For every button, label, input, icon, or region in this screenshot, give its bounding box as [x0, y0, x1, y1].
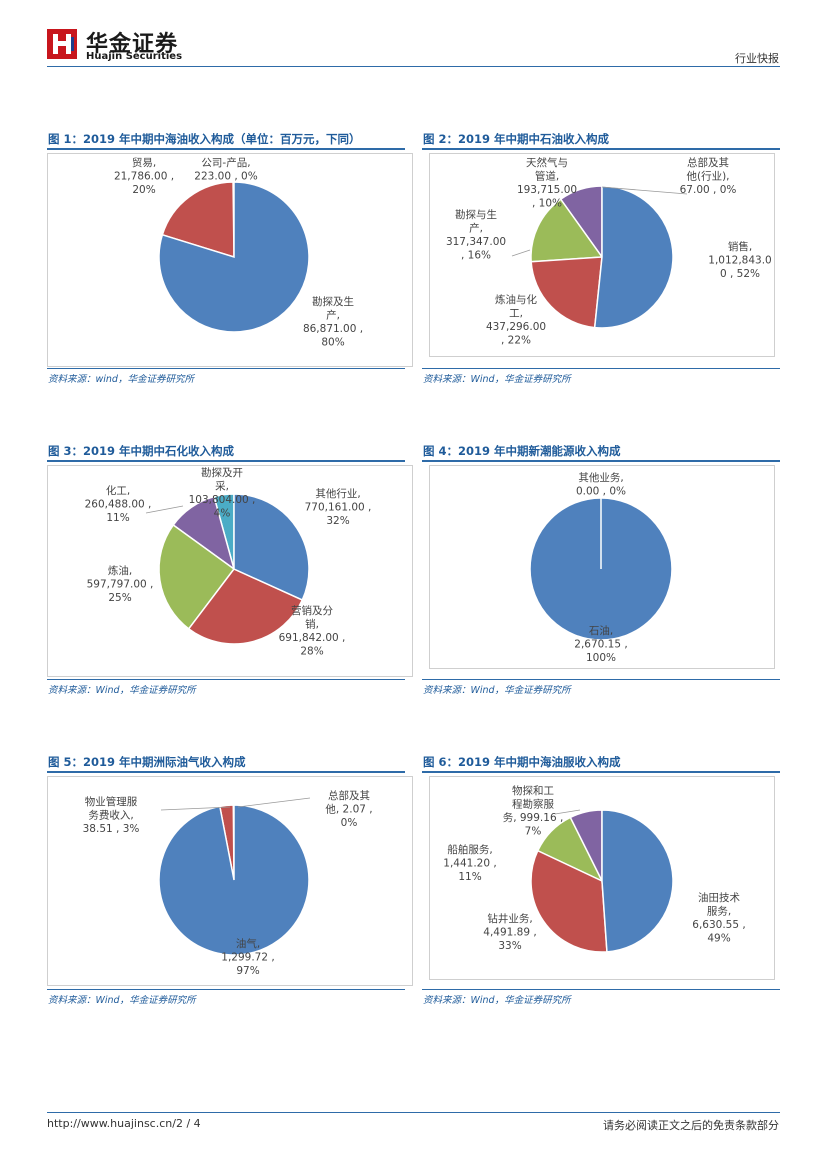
pie-label-2: 物业管理服务费收入, 38.51 , 3% — [83, 795, 140, 835]
pie-label-3: 炼油, 597,797.00 , 25% — [87, 564, 154, 604]
figure-4-title: 图 4：2019 年中期新潮能源收入构成 — [423, 444, 621, 458]
pie-label-2: 营销及分销, 691,842.00 , 28% — [279, 604, 346, 658]
leader-line-1 — [511, 249, 531, 257]
figure-1-title: 图 1：2019 年中期中海油收入构成（单位：百万元，下同） — [48, 132, 361, 146]
footer-divider — [47, 1112, 780, 1113]
report-type: 行业快报 — [735, 52, 779, 65]
figure-5-title: 图 5：2019 年中期洲际油气收入构成 — [48, 755, 246, 769]
figure-5-title-rule — [47, 771, 405, 773]
pie-slice-1 — [593, 185, 674, 329]
leader-line-1 — [160, 806, 231, 811]
figure-1-pie-chart: 勘探及生产, 86,871.00 , 80% 贸易, 21,786.00 , 20% 公司-… — [114, 156, 363, 349]
pie-label-2: 炼油与化工, 437,296.00, 22% — [486, 293, 546, 347]
figure-1-source-rule — [47, 368, 405, 369]
figure-3-chart-box: 其他行业, 770,161.00 , 32% 营销及分销, 691,842.00 , 28… — [47, 465, 413, 677]
header-divider — [47, 66, 780, 67]
pie-slice-1 — [158, 804, 310, 956]
figure-3-title-rule — [47, 460, 405, 462]
figure-1-chart-box: 勘探及生产, 86,871.00 , 80% 贸易, 21,786.00 , 20% 公司-… — [47, 153, 413, 367]
figure-5-source: 资料来源：Wind，华金证券研究所 — [48, 995, 196, 1006]
figure-5-chart-box: 油气, 1,299.72 , 97% 物业管理服务费收入, 38.51 , 3% 总部及其… — [47, 776, 413, 986]
pie-slice-1 — [233, 493, 310, 601]
figure-6-chart-box: 油田技术服务, 6,630.55 , 49% 钻井业务, 4,491.89 , 33% 船舶… — [429, 776, 775, 980]
pie-slice-2 — [530, 849, 608, 953]
figure-6-title-rule — [422, 771, 780, 773]
pie-label-4: 天然气与管道, 193,715.00, 10% — [517, 156, 577, 210]
pie-slice-1 — [158, 181, 310, 333]
pie-label-3: 勘探与生产, 317,347.00, 16% — [446, 208, 506, 262]
footer-url[interactable]: http://www.huajinsc.cn/ — [47, 1117, 176, 1130]
figure-4-pie-chart: 石油, 2,670.15 , 100% 其他业务, 0.00 , 0% — [529, 471, 673, 664]
leader-line-1 — [554, 809, 581, 815]
pie-label-4: 化工, 260,488.00 , 11% — [85, 484, 152, 524]
pie-slice-2 — [161, 181, 235, 259]
pie-label-3: 公司-产品, 223.00 , 0% — [194, 156, 257, 183]
figure-2-source-rule — [422, 368, 780, 369]
footer-disclaimer: 请务必阅读正文之后的免责条款部分 — [603, 1119, 779, 1132]
figure-3-source: 资料来源：Wind，华金证券研究所 — [48, 685, 196, 696]
figure-4-source: 资料来源：Wind，华金证券研究所 — [423, 685, 571, 696]
leader-line-2 — [237, 797, 311, 808]
figure-3-title: 图 3：2019 年中期中石化收入构成 — [48, 444, 235, 458]
pie-slice-3 — [530, 198, 604, 263]
figure-6-source: 资料来源：Wind，华金证券研究所 — [423, 995, 571, 1006]
leader-line-2 — [601, 186, 688, 195]
pie-slice-3 — [158, 523, 236, 630]
leader-line-1 — [145, 505, 184, 514]
pie-label-1: 石油, 2,670.15 , 100% — [574, 624, 627, 664]
figure-2-chart-box: 销售, 1,012,843.0 0 , 52% 炼油与化工, 437,296.00, 2… — [429, 153, 775, 357]
figure-6-pie-chart: 油田技术服务, 6,630.55 , 49% 钻井业务, 4,491.89 , 33% 船舶… — [443, 784, 746, 953]
pie-label-1: 勘探及生产, 86,871.00 , 80% — [303, 295, 363, 349]
pie-label-3: 船舶服务, 1,441.20 , 11% — [443, 843, 496, 883]
pie-label-5: 勘探及开采, 103,804.00 , 4% — [189, 466, 256, 520]
pie-slice-2 — [530, 256, 603, 329]
figure-4-source-rule — [422, 679, 780, 680]
figure-3-source-rule — [47, 679, 405, 680]
pie-label-1: 销售, 1,012,843.0 0 , 52% — [708, 240, 771, 280]
figure-6-source-rule — [422, 989, 780, 990]
pie-label-1: 其他行业, 770,161.00 , 32% — [305, 487, 372, 527]
footer-url-page: http://www.huajinsc.cn/2 / 4 — [47, 1117, 201, 1130]
figure-3-pie-chart: 其他行业, 770,161.00 , 32% 营销及分销, 691,842.00 , 28… — [85, 466, 372, 658]
figure-1-title-rule — [47, 148, 405, 150]
figure-1-source: 资料来源：wind，华金证券研究所 — [48, 374, 194, 385]
pie-label-5: 总部及其他(行业), 67.00 , 0% — [680, 156, 737, 196]
figure-6-title: 图 6：2019 年中期中海油服收入构成 — [423, 755, 621, 769]
figure-5-source-rule — [47, 989, 405, 990]
footer-page-number: 2 / 4 — [175, 1117, 201, 1130]
brand-name-en: Huajin Securities — [86, 51, 183, 62]
pie-slice-1 — [601, 809, 674, 953]
figure-2-pie-chart: 销售, 1,012,843.0 0 , 52% 炼油与化工, 437,296.00, 2… — [446, 156, 772, 347]
figure-2-title-rule — [422, 148, 780, 150]
brand-name-cn: 华金证券 — [86, 32, 179, 57]
pie-label-1: 油田技术服务, 6,630.55 , 49% — [692, 891, 745, 945]
figure-4-chart-box: 石油, 2,670.15 , 100% 其他业务, 0.00 , 0% — [429, 465, 775, 669]
figure-4-title-rule — [422, 460, 780, 462]
pie-label-1: 油气, 1,299.72 , 97% — [221, 937, 274, 977]
figure-2-title: 图 2：2019 年中期中石油收入构成 — [423, 132, 610, 146]
pie-label-3: 总部及其他, 2.07 , 0% — [325, 789, 372, 829]
pie-label-2: 钻井业务, 4,491.89 , 33% — [483, 912, 536, 952]
figure-5-pie-chart: 油气, 1,299.72 , 97% 物业管理服务费收入, 38.51 , 3% 总部及其… — [83, 789, 373, 977]
pie-label-2: 其他业务, 0.00 , 0% — [576, 471, 626, 498]
huajin-logo-icon — [47, 29, 77, 59]
pie-label-2: 贸易, 21,786.00 , 20% — [114, 157, 174, 196]
pie-label-4: 物探和工程勘察服务, 999.16 , 7% — [503, 784, 564, 838]
figure-2-source: 资料来源：Wind，华金证券研究所 — [423, 374, 571, 385]
